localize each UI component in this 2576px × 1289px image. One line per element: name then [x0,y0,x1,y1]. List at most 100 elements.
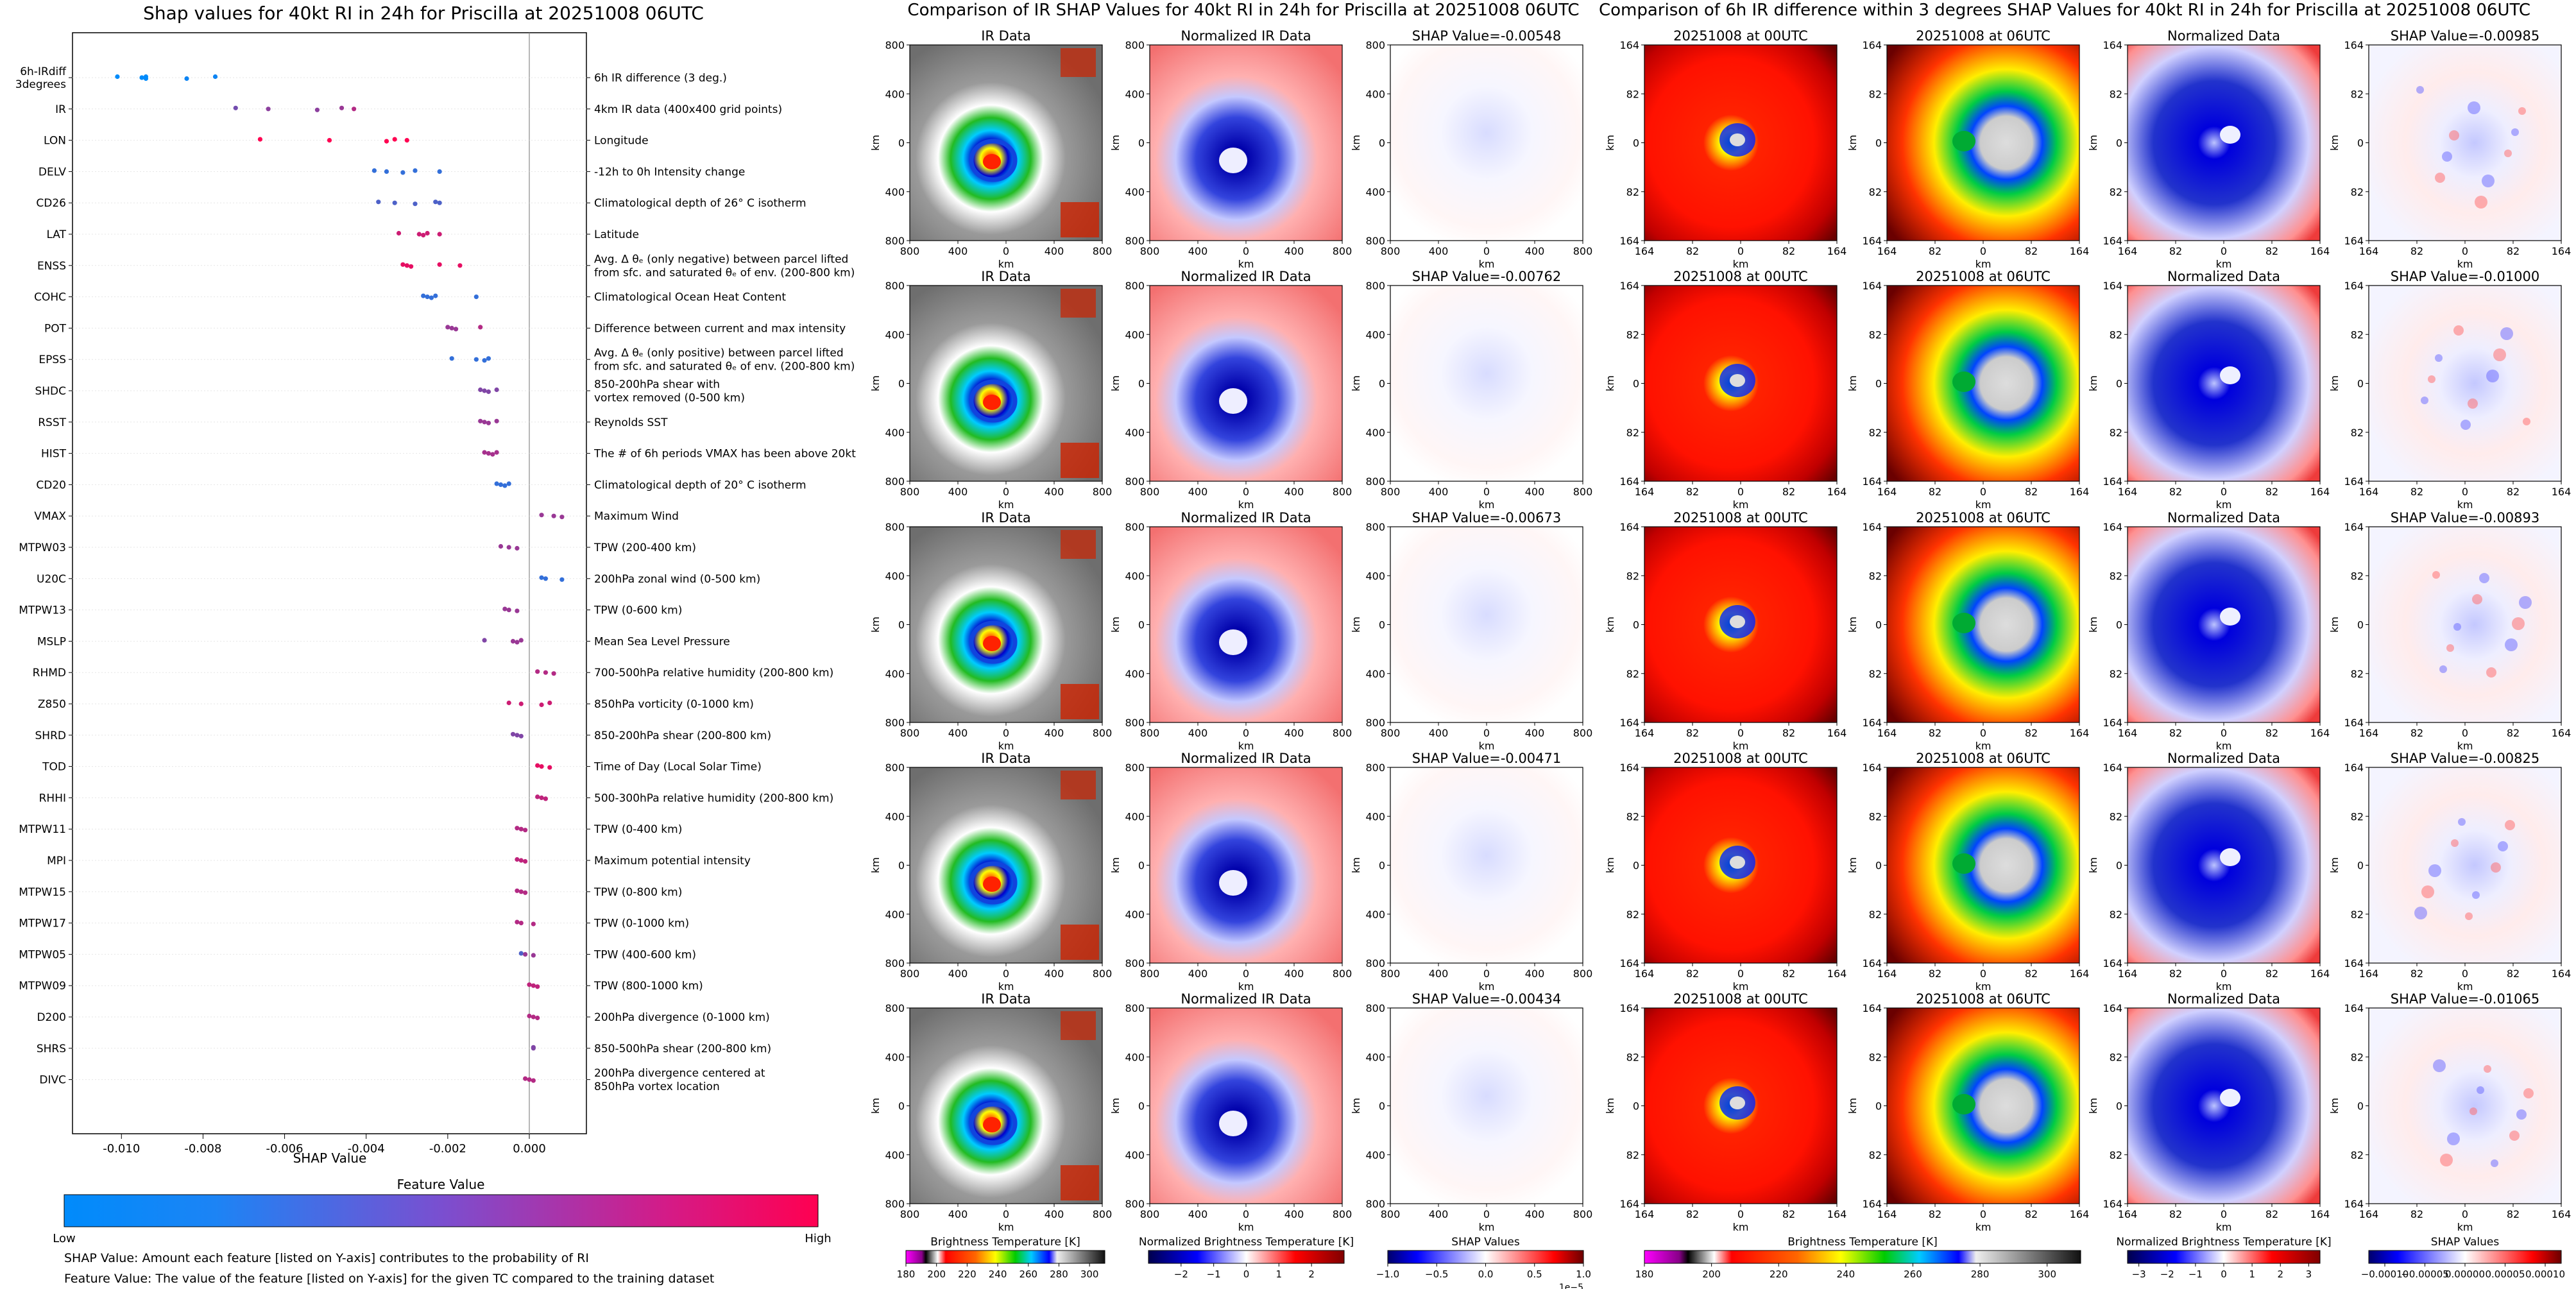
x-tick-label: 800 [1381,727,1401,739]
feature-description: Avg. Δ θₑ (only negative) between parcel… [594,253,848,266]
colorbar-label: Normalized Brightness Temperature [K] [2116,1236,2331,1249]
x-tick-label: 0 [1243,1208,1249,1220]
y-tick-label: 0 [1138,860,1145,872]
feature-description: 4km IR data (400x400 grid points) [594,103,782,116]
diff-comparison-title: Comparison of 6h IR difference within 3 … [1599,1,2530,20]
y-tick-label: 400 [1125,570,1145,582]
y-axis-label: km [2087,135,2099,151]
y-tick-label: 800 [1125,280,1145,292]
y-tick-label: 82 [2110,1149,2122,1161]
shap-point [482,388,487,393]
x-tick-label: 0 [1737,245,1744,257]
y-tick-label: 0 [1875,1100,1882,1113]
feature-description: The # of 6h periods VMAX has been above … [593,448,856,461]
y-tick-label: 800 [885,39,905,51]
colorbar-tick-label: 1 [2249,1268,2255,1280]
shap-blob [2447,1132,2460,1145]
shap-point [384,169,389,174]
feature-name: MTPW11 [19,823,66,836]
x-tick-label: 400 [1525,245,1545,257]
shap-point [531,983,536,988]
shap-point [409,264,414,269]
shap-point [531,953,536,958]
shap-point [515,640,520,645]
y-tick-label: 0 [2357,860,2364,872]
panel-image [1150,1008,1342,1204]
x-tick-label: 800 [1573,245,1593,257]
x-tick-label: 800 [1140,245,1160,257]
x-tick-label: 164 [1877,1208,1897,1220]
shap-point [437,232,442,237]
colorbar-tick-label: 220 [1770,1268,1788,1280]
feature-name: LON [44,135,66,148]
y-tick-label: 82 [1626,909,1639,921]
feature-description: TPW (200-400 km) [593,542,696,554]
y-tick-label: 164 [1862,762,1882,774]
shap-blob [2469,1107,2477,1115]
x-tick-label: 0 [1003,486,1009,498]
panel-title: 20251008 at 00UTC [1673,269,1808,284]
shap-blob [2453,623,2461,631]
feature-name: SHRD [35,730,66,742]
shap-point [559,515,565,520]
beeswarm-plot: -0.010 -0.008 -0.006 -0.004 -0.002 0.000 6h-IR… [15,33,856,1156]
colorbar-gradient [1644,1250,2081,1264]
x-axis-label: km [2457,499,2473,511]
panel-title: SHAP Value=-0.00762 [1412,269,1562,284]
y-tick-label: 400 [1125,668,1145,680]
y-tick-label: 0 [1138,137,1145,149]
feature-name: MPI [47,855,66,867]
shap-blob [2486,667,2496,678]
storm-eye [1952,1094,1975,1114]
x-tick-label: 800 [1093,968,1113,980]
y-tick-label: 164 [2103,475,2122,488]
y-tick-label: 400 [885,909,905,921]
y-tick-label: 82 [2351,88,2364,100]
y-tick-label: 164 [2344,1198,2364,1210]
shap-blob [2468,398,2478,409]
y-tick-label: 0 [898,860,905,872]
shap-point [523,858,528,864]
shap-blob [2421,397,2428,404]
y-axis-label: km [869,135,882,151]
shap-point [413,168,418,173]
colorbar-label: Normalized Brightness Temperature [K] [1139,1236,1354,1249]
storm-eye [983,395,1001,410]
y-tick-label: 164 [2344,957,2364,969]
x-tick-label: 164 [1635,968,1655,980]
x-tick-label: 800 [1573,968,1593,980]
feature-description: TPW (400-600 km) [593,948,696,961]
x-tick-label: 82 [2025,245,2038,257]
shap-point [486,420,491,425]
colorbar-gradient [1387,1250,1584,1264]
y-axis-label: km [2328,617,2341,633]
x-tick-label: -0.002 [429,1142,466,1156]
x-tick-label: -0.004 [348,1142,385,1156]
panel-title: Normalized Data [2167,991,2280,1007]
y-axis-label: km [869,1098,882,1114]
x-tick-label: 164 [1827,968,1847,980]
y-tick-label: 164 [1619,280,1639,292]
convection-patch [1061,1011,1096,1040]
shap-point [535,794,540,799]
y-tick-label: 0 [1633,1100,1639,1113]
y-tick-label: 164 [1862,957,1882,969]
shap-point [498,543,504,549]
y-tick-label: 82 [2110,668,2122,680]
x-tick-label: 400 [1525,727,1545,739]
colorbar-tick-label: 180 [1635,1268,1654,1280]
feature-description: 6h IR difference (3 deg.) [594,72,727,85]
y-tick-label: 82 [2351,1149,2364,1161]
colorbar-tick-label: 280 [1050,1268,1068,1280]
shap-point [527,1077,532,1082]
x-axis-label: km [1479,258,1495,270]
shap-blob [2472,594,2482,604]
x-tick-label: 0 [1243,245,1249,257]
y-tick-label: 164 [2103,717,2122,729]
convection-patch [1061,443,1099,478]
